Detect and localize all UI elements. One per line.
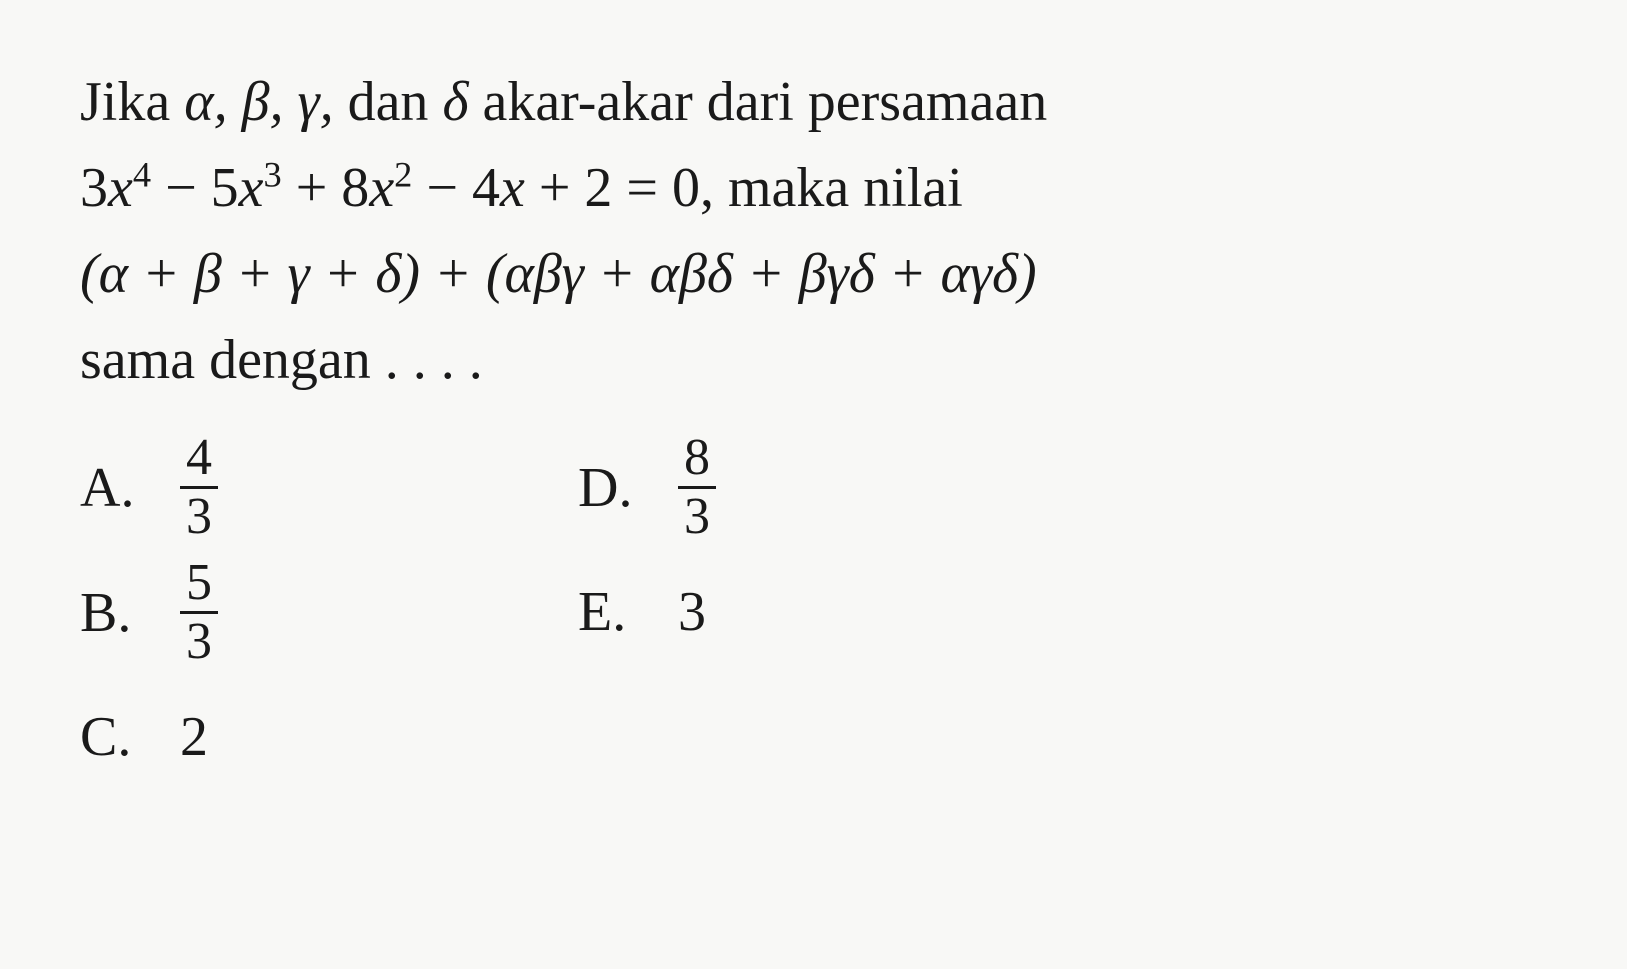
power-3: 3 — [264, 154, 282, 194]
option-d-numerator: 8 — [678, 432, 716, 486]
text-prefix: Jika — [80, 71, 184, 133]
coef-d: − 4 — [412, 157, 500, 219]
option-a-denominator: 3 — [180, 486, 218, 543]
problem-line-3: (α + β + γ + δ) + (αβγ + αβδ + βγδ + αγδ… — [80, 232, 1547, 316]
vars-alpha-beta-gamma: α, β, γ, — [184, 71, 347, 133]
option-d-label: D. — [578, 446, 638, 530]
option-a-numerator: 4 — [180, 432, 218, 486]
option-e-label: E. — [578, 570, 638, 654]
option-d-value: 8 3 — [678, 432, 716, 543]
option-a-label: A. — [80, 446, 140, 530]
option-c-value: 2 — [180, 695, 208, 779]
option-b-denominator: 3 — [180, 611, 218, 668]
power-4: 4 — [133, 154, 151, 194]
option-b-numerator: 5 — [180, 557, 218, 611]
answer-options: A. 4 3 B. 5 3 C. 2 D. — [80, 432, 1547, 792]
option-c-label: C. — [80, 695, 140, 779]
text-suffix: akar-akar dari persamaan — [482, 71, 1047, 133]
option-c: C. 2 — [80, 682, 218, 792]
var-x2: x — [239, 157, 264, 219]
options-column-left: A. 4 3 B. 5 3 C. 2 — [80, 432, 218, 792]
options-column-right: D. 8 3 E. 3 — [578, 432, 716, 792]
option-b-value: 5 3 — [180, 557, 218, 668]
problem-line-4: sama dengan . . . . — [80, 318, 1547, 402]
coef-e: + 2 = 0, — [525, 157, 728, 219]
text-maka: maka nilai — [728, 157, 963, 219]
option-a: A. 4 3 — [80, 432, 218, 543]
problem-line-2: 3x4 − 5x3 + 8x2 − 4x + 2 = 0, maka nilai — [80, 146, 1547, 230]
coef-a: 3 — [80, 157, 108, 219]
coef-b: − 5 — [151, 157, 239, 219]
option-e-value: 3 — [678, 570, 706, 654]
var-delta: δ — [442, 71, 482, 133]
var-x3: x — [369, 157, 394, 219]
math-problem: Jika α, β, γ, dan δ akar-akar dari persa… — [0, 0, 1627, 852]
coef-c: + 8 — [282, 157, 370, 219]
option-e: E. 3 — [578, 557, 716, 667]
option-d-denominator: 3 — [678, 486, 716, 543]
var-x4: x — [500, 157, 525, 219]
power-2: 2 — [394, 154, 412, 194]
var-x1: x — [108, 157, 133, 219]
problem-line-1: Jika α, β, γ, dan δ akar-akar dari persa… — [80, 60, 1547, 144]
option-a-value: 4 3 — [180, 432, 218, 543]
option-d: D. 8 3 — [578, 432, 716, 543]
text-and: dan — [348, 71, 443, 133]
problem-statement: Jika α, β, γ, dan δ akar-akar dari persa… — [80, 60, 1547, 402]
option-b-label: B. — [80, 571, 140, 655]
option-b: B. 5 3 — [80, 557, 218, 668]
